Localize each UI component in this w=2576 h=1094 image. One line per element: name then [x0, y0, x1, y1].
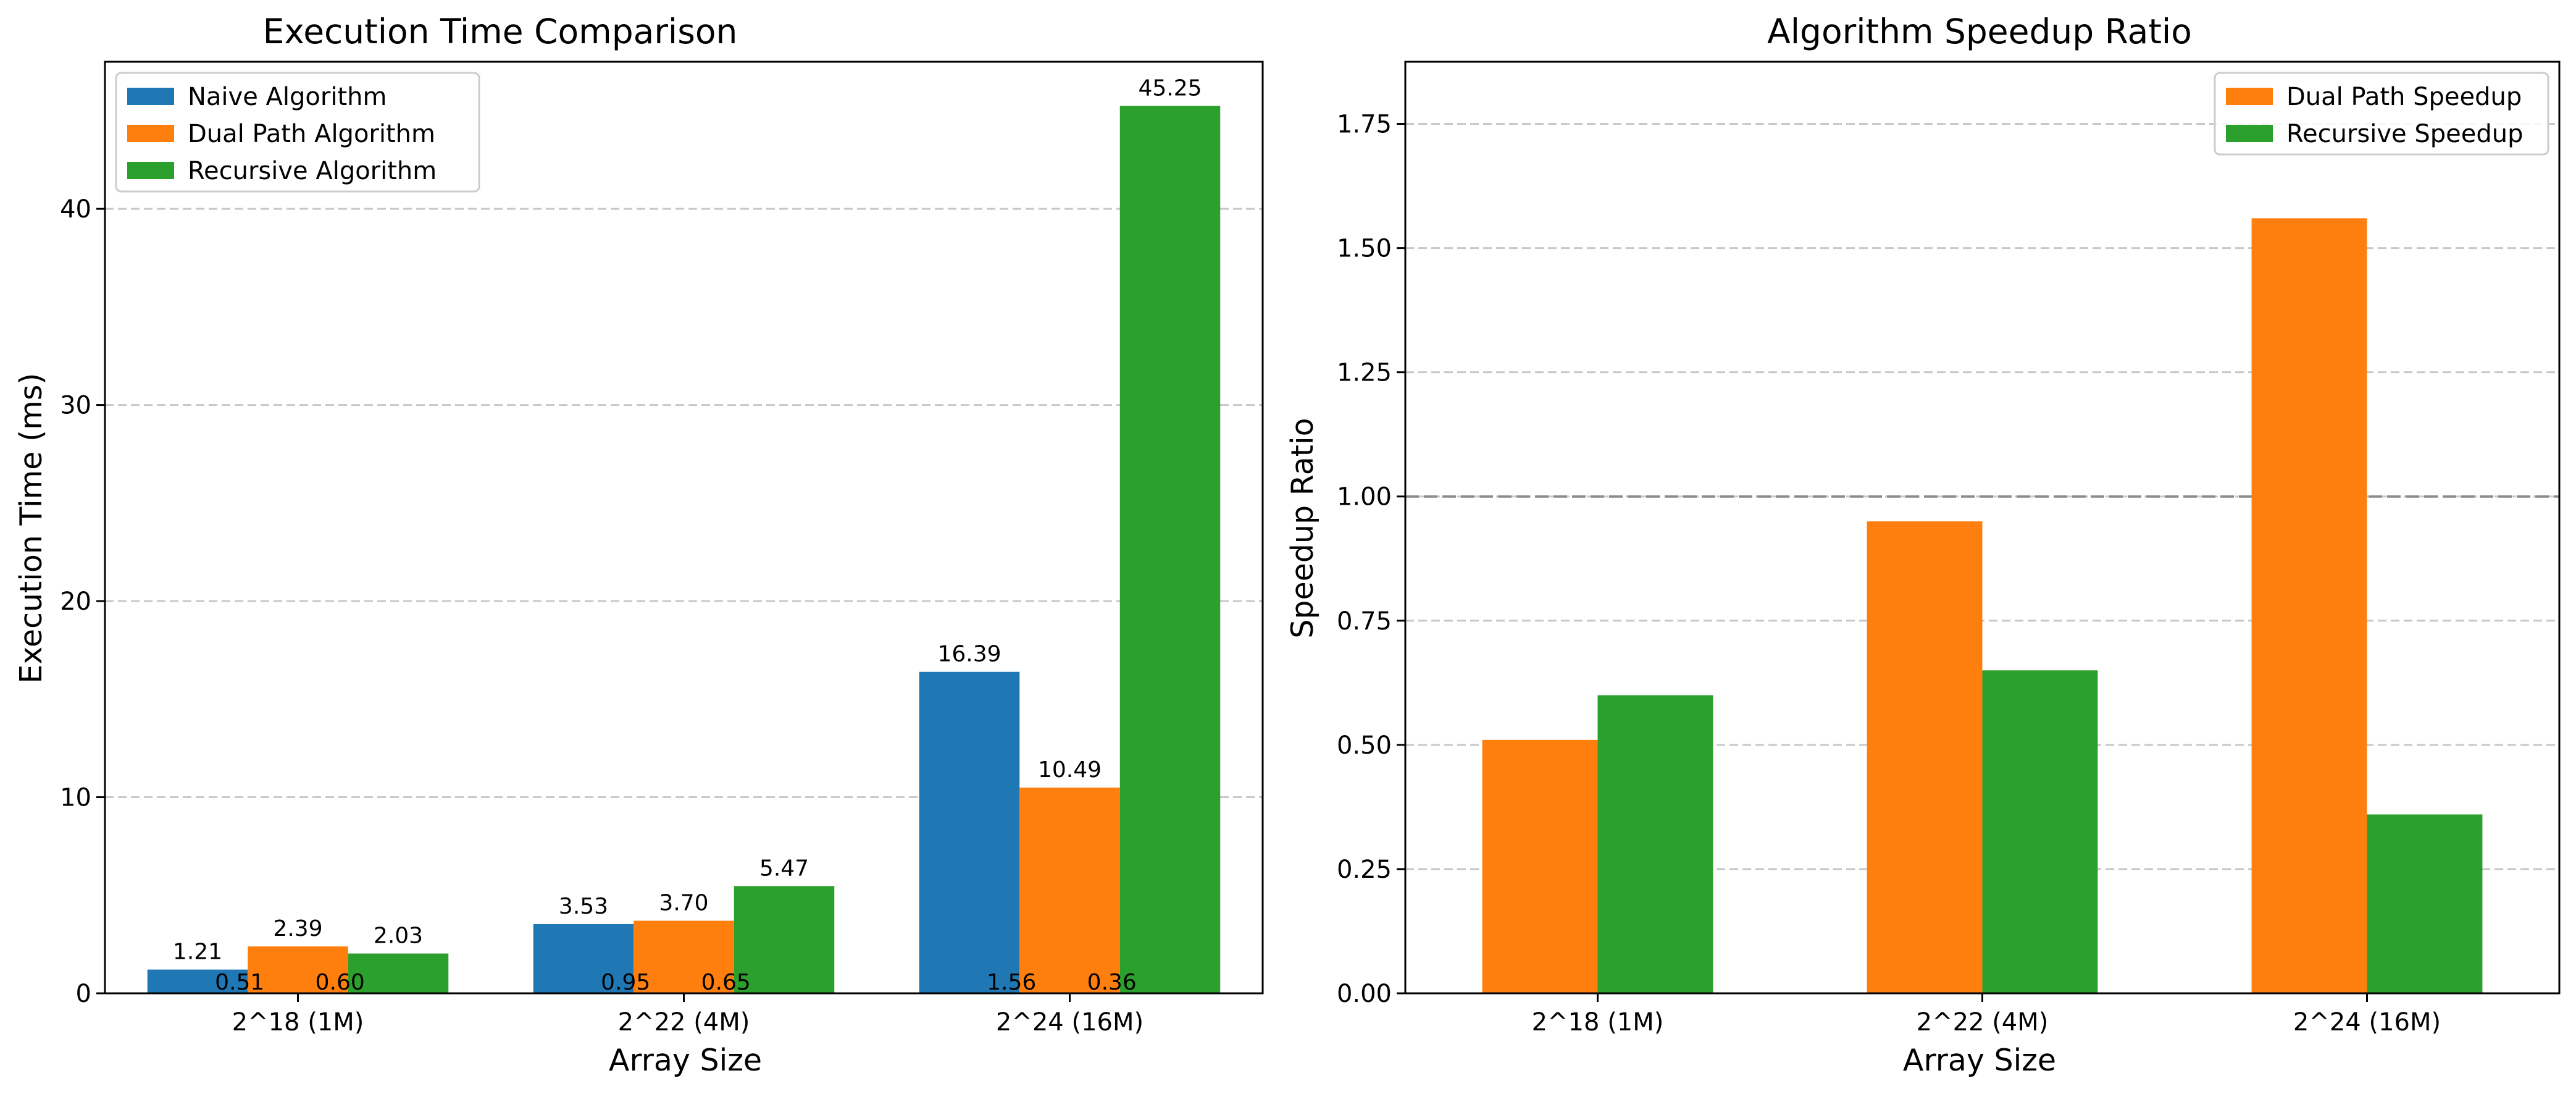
bar-value-label: 3.70: [659, 891, 708, 916]
legend-label: Recursive Speedup: [2286, 120, 2523, 148]
speedup-annotation: 0.60: [316, 970, 365, 995]
bar-naive-algorithm-1: [533, 924, 634, 993]
y-tick-label: 1.25: [1337, 359, 1392, 387]
y-tick-label: 1.50: [1337, 235, 1392, 263]
bar-dual-path-algorithm-0: [248, 946, 348, 993]
bar-recursive-algorithm-2: [1119, 106, 1221, 993]
bar-naive-algorithm-2: [919, 671, 1020, 993]
speedup-annotation: 0.36: [1087, 970, 1137, 995]
speedup-annotation: 0.95: [601, 970, 650, 995]
left-chart-title: Execution Time Comparison: [263, 12, 738, 51]
bar-value-label: 1.21: [173, 940, 222, 965]
bar-recursive-algorithm-1: [734, 886, 835, 993]
x-tick-label: 2^18 (1M): [1532, 1008, 1664, 1037]
bar-value-label: 16.39: [937, 642, 1001, 667]
bar-value-label: 2.39: [273, 916, 322, 941]
legend-swatch-recursive-speedup: [2226, 125, 2273, 142]
left-x-axis-label: Array Size: [609, 1043, 762, 1078]
y-tick-label: 0.00: [1337, 980, 1392, 1008]
x-tick-label: 2^22 (4M): [1917, 1008, 2049, 1037]
left-gridlines: [105, 208, 1263, 799]
right-bars: [1482, 218, 2483, 993]
bar-value-label: 5.47: [759, 856, 809, 881]
bar-recursive-speedup-2: [2367, 814, 2483, 993]
y-tick-label: 0.25: [1337, 856, 1392, 884]
legend-label: Recursive Algorithm: [188, 157, 437, 185]
legend-box: [2214, 72, 2549, 156]
bar-dual-path-algorithm-1: [634, 920, 734, 993]
y-tick-label: 20: [60, 587, 91, 616]
bar-value-label: 3.53: [559, 894, 608, 919]
bar-naive-algorithm-0: [147, 969, 248, 993]
right-y-ticks: 0.00 0.25 0.50 0.75 1.00 1.25 1.50 1.75: [1337, 111, 1405, 1008]
legend-label: Naive Algorithm: [188, 83, 387, 111]
left-y-axis-label: Execution Time (ms): [14, 372, 49, 683]
execution-time-chart: Execution Time Comparison 1.21 3.53 16.39 2…: [14, 12, 1264, 1078]
legend-swatch-naive-algorithm: [127, 88, 174, 105]
right-y-axis-label: Speedup Ratio: [1285, 418, 1320, 638]
x-tick-label: 2^24 (16M): [2293, 1008, 2441, 1037]
y-tick-label: 0: [76, 980, 91, 1008]
right-chart-title: Algorithm Speedup Ratio: [1767, 12, 2192, 51]
left-y-ticks: 0 10 20 30 40: [60, 195, 105, 1008]
bar-value-label: 2.03: [374, 924, 423, 949]
y-tick-label: 10: [60, 784, 91, 812]
x-tick-label: 2^18 (1M): [232, 1008, 364, 1037]
legend-swatch-dual-path-speedup: [2226, 88, 2273, 105]
bar-dual-path-algorithm-2: [1019, 787, 1120, 993]
left-x-ticks: 2^18 (1M) 2^22 (4M) 2^24 (16M): [232, 993, 1144, 1037]
legend-swatch-dual-path-algorithm: [127, 125, 174, 142]
right-legend: Dual Path Speedup Recursive Speedup: [2214, 72, 2549, 156]
y-tick-label: 1.00: [1337, 483, 1392, 511]
bar-recursive-speedup-1: [1982, 670, 2098, 993]
y-tick-label: 1.75: [1337, 111, 1392, 139]
speedup-annotation: 0.51: [215, 970, 264, 995]
legend-label: Dual Path Speedup: [2286, 83, 2522, 111]
x-tick-label: 2^24 (16M): [996, 1008, 1144, 1037]
y-tick-label: 0.75: [1337, 607, 1392, 636]
y-tick-label: 0.50: [1337, 731, 1392, 760]
bar-value-label: 45.25: [1138, 75, 1202, 101]
y-tick-label: 40: [60, 195, 91, 224]
speedup-annotation: 1.56: [987, 970, 1036, 995]
bar-value-label: 10.49: [1038, 757, 1102, 783]
speedup-ratio-chart: Algorithm Speedup Ratio 0.00 0.25 0.50 0.75…: [1285, 12, 2561, 1078]
left-legend: Naive Algorithm Dual Path Algorithm Recurs…: [115, 72, 480, 193]
bar-dual-path-speedup-1: [1867, 521, 1983, 993]
legend-swatch-recursive-algorithm: [127, 162, 174, 179]
bar-dual-path-speedup-2: [2251, 218, 2367, 993]
y-tick-label: 30: [60, 392, 91, 420]
legend-box: [115, 72, 480, 193]
bar-recursive-algorithm-0: [348, 953, 449, 993]
bar-recursive-speedup-0: [1597, 695, 1713, 993]
right-x-axis-label: Array Size: [1903, 1043, 2056, 1078]
x-tick-label: 2^22 (4M): [618, 1008, 750, 1037]
right-x-ticks: 2^18 (1M) 2^22 (4M) 2^24 (16M): [1532, 993, 2441, 1037]
bar-dual-path-speedup-0: [1482, 739, 1598, 993]
legend-label: Dual Path Algorithm: [188, 120, 435, 148]
speedup-annotation: 0.65: [701, 970, 751, 995]
left-value-labels: 1.21 3.53 16.39 2.39 3.70 10.49 2.03 5.47 45.25 0…: [173, 75, 1202, 995]
left-bars: [147, 106, 1221, 993]
